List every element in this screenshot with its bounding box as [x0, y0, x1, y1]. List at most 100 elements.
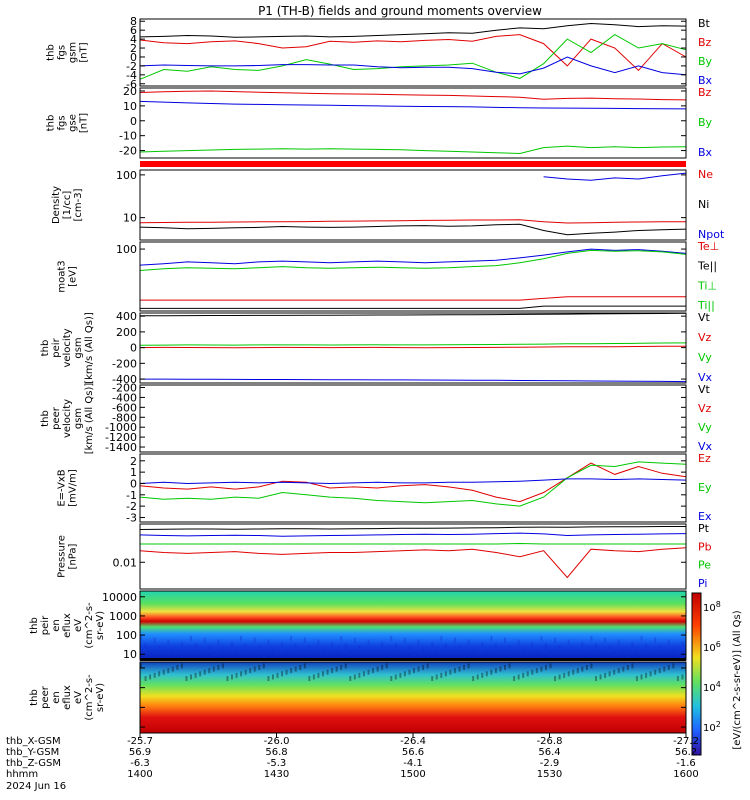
spectrogram-speckle — [362, 652, 365, 658]
spectrogram-speckle — [667, 664, 670, 670]
spectrogram-speckle — [253, 666, 256, 672]
y-axis-label: [mV/m] — [68, 469, 79, 507]
spectrogram-speckle — [544, 664, 547, 670]
spectrogram-speckle — [663, 652, 666, 658]
y-tick-label: -6 — [126, 78, 137, 91]
y-tick-label: 4 — [130, 33, 137, 46]
series-line-vz — [139, 345, 687, 349]
y-axis-label: gsm — [68, 42, 79, 63]
y-tick-label: -2 — [126, 500, 137, 513]
panel-frame — [139, 453, 687, 523]
spectrogram-8 — [140, 591, 686, 660]
y-axis-label: velocity — [62, 399, 73, 438]
x-tick-label: 56.9 — [129, 747, 151, 758]
spectrogram-speckle — [535, 668, 538, 674]
spectrogram-speckle — [667, 639, 670, 645]
spectrogram-speckle — [658, 645, 661, 651]
y-axis-label: [km/s (All Qs)] — [84, 383, 95, 455]
spectrogram-speckle — [303, 637, 306, 643]
spectrogram-speckle — [604, 672, 607, 678]
colorbar-tick-exponent: 4 — [716, 680, 721, 689]
spectrogram-speckle — [467, 639, 470, 645]
colorbar-tick-label: 108 — [703, 600, 721, 614]
colorbar-tick-label: 106 — [703, 640, 721, 654]
y-axis-label: thb — [29, 689, 40, 706]
spectrogram-speckle — [335, 666, 338, 672]
spectrogram-speckle — [317, 672, 320, 678]
spectrogram-speckle — [326, 669, 329, 675]
spectrogram-speckle — [249, 650, 252, 656]
spectrogram-speckle — [481, 641, 484, 647]
spectrogram-speckle — [399, 650, 402, 656]
spectrogram-speckle — [626, 664, 629, 670]
legend-entry: Vy — [698, 421, 712, 434]
spectrogram-speckle — [463, 652, 466, 658]
legend-entry: Bt — [698, 17, 711, 30]
spectrogram-speckle — [490, 669, 493, 675]
spectrogram-speckle — [585, 664, 588, 670]
series-line-by — [139, 145, 687, 155]
y-tick-label: -200 — [112, 357, 137, 370]
spectrogram-speckle — [567, 639, 570, 645]
legend-entry: Ti|| — [697, 299, 715, 312]
y-axis-label: [nT] — [79, 113, 90, 133]
spectrogram-speckle — [599, 674, 602, 680]
spectrogram-speckle — [535, 649, 538, 655]
spectrogram-speckle — [617, 668, 620, 674]
y-tick-label: 1 — [130, 466, 137, 479]
y-tick-label: 10 — [123, 100, 137, 113]
y-tick-label: -3 — [126, 511, 137, 524]
y-axis-label: eV — [73, 691, 84, 704]
x-tick-label: 56.6 — [402, 747, 424, 758]
series-line-ti — [139, 248, 687, 266]
spectrogram-speckle — [394, 674, 397, 680]
spectrogram-speckle — [399, 672, 402, 678]
legend-entry: Pe — [698, 559, 711, 572]
y-tick-label: 100 — [116, 243, 137, 256]
spectrogram-speckle — [431, 676, 434, 682]
y-tick-label: -600 — [112, 401, 137, 414]
y-tick-label: 6 — [130, 24, 137, 37]
spectrogram-speckle — [376, 666, 379, 672]
legend-entry: Vz — [698, 331, 712, 344]
spectrogram-speckle — [285, 669, 288, 675]
x-tick-label: -5.3 — [267, 758, 287, 769]
spectrogram-speckle — [217, 639, 220, 645]
spectrogram-speckle — [531, 669, 534, 675]
spectrogram-speckle — [240, 671, 243, 677]
spectrogram-speckle — [217, 664, 220, 670]
spectrogram-speckle — [613, 669, 616, 675]
spectrogram-speckle — [190, 635, 193, 641]
spectrogram-speckle — [417, 666, 420, 672]
spectrogram-speckle — [290, 668, 293, 674]
spectrogram-speckle — [271, 674, 274, 680]
spectrogram-speckle — [585, 649, 588, 655]
spectrogram-9 — [140, 662, 686, 733]
y-tick-label: 8 — [130, 15, 137, 28]
spectrogram-speckle — [244, 669, 247, 675]
spectrogram-speckle — [595, 643, 597, 649]
spectrogram-speckle — [485, 671, 488, 677]
spectrogram-speckle — [258, 664, 261, 670]
spectrogram-speckle — [449, 669, 452, 675]
spectrogram-speckle — [549, 663, 552, 669]
y-tick-label: 20 — [123, 85, 137, 98]
y-tick-label: 100 — [116, 629, 137, 642]
series-line-ne — [139, 219, 686, 224]
series-line-pt — [139, 526, 686, 530]
spectrogram-speckle — [194, 672, 197, 678]
y-tick-label: 400 — [116, 310, 137, 323]
x-tick-label: 56.4 — [538, 747, 560, 758]
y-axis-label: sr-eV) — [95, 611, 106, 640]
x-tick-label: 1400 — [127, 769, 152, 780]
spectrogram-speckle — [504, 664, 506, 670]
x-tick-label: 56.8 — [265, 747, 287, 758]
spectrogram-speckle — [258, 645, 261, 651]
spectrogram-speckle — [472, 676, 475, 682]
spectrogram-speckle — [144, 676, 147, 682]
y-tick-label: -1200 — [105, 431, 137, 444]
spectrogram-speckle — [144, 643, 147, 649]
x-tick-label: -25.7 — [127, 736, 153, 747]
spectrogram-speckle — [162, 669, 165, 675]
y-axis-label: gsm — [73, 408, 84, 429]
